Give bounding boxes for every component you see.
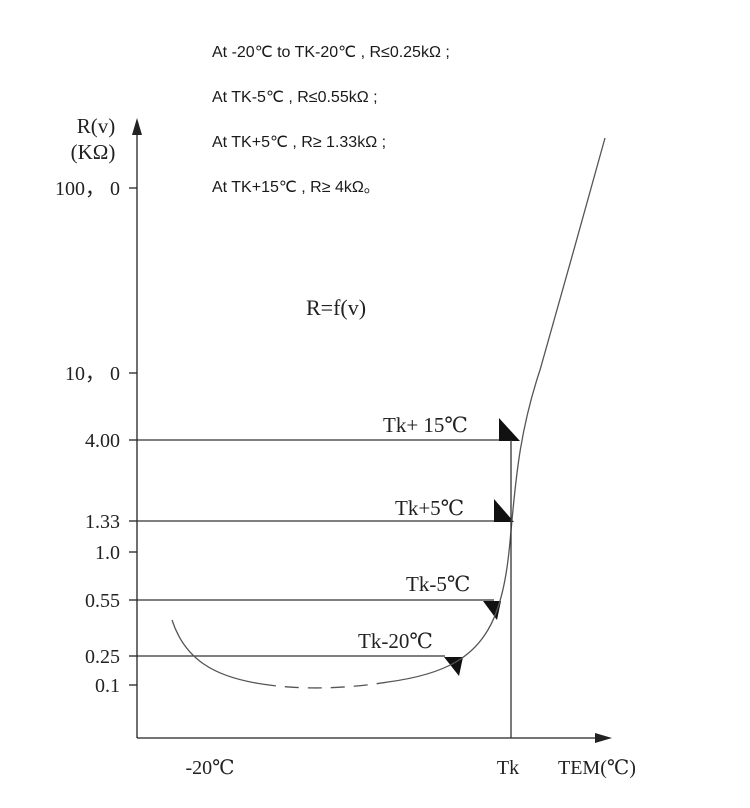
x-tick-label: Tk: [497, 757, 519, 779]
marker-label: Tk+5℃: [395, 496, 464, 520]
condition-notes: At -20℃ to TK-20℃ , R≤0.25kΩ ; At TK-5℃ …: [212, 40, 632, 220]
marker-label: Tk-20℃: [358, 629, 433, 653]
marker-label: Tk+ 15℃: [383, 413, 468, 437]
marker-triangle: [499, 418, 520, 441]
y-tick-label: 10， 0: [65, 363, 120, 385]
x-axis-arrow: [595, 733, 612, 743]
condition-note-2: At TK-5℃ , R≤0.55kΩ ;: [212, 89, 378, 106]
marker-triangle: [483, 601, 501, 620]
y-tick-label: 1.0: [95, 542, 120, 564]
marker-triangle: [494, 499, 514, 522]
y-tick-label: 4.00: [85, 430, 120, 452]
curve-right-rising: [387, 137, 606, 683]
curve-bottom-dashed: [261, 681, 389, 689]
chart-title: R=f(v): [306, 295, 366, 320]
x-tick-label: -20℃: [185, 757, 234, 779]
condition-note-3: At TK+5℃ , R≥ 1.33kΩ ;: [212, 134, 387, 151]
x-axis-label: TEM(℃): [558, 757, 636, 779]
y-tick-label: 0.55: [85, 590, 120, 612]
y-ticks: 100， 0 10， 0 4.00 1.33 1.0 0.55 0.25 0.1: [55, 178, 137, 697]
reference-lines: Tk+ 15℃ Tk+5℃ Tk-5℃ Tk-20℃: [137, 413, 520, 676]
marker-triangle: [444, 657, 463, 676]
y-tick-label: 0.25: [85, 646, 120, 668]
y-axis-label-line1: R(v): [77, 114, 116, 138]
condition-note-4: At TK+15℃ , R≥ 4kΩ。: [212, 179, 380, 196]
curve-left-solid: [171, 619, 263, 685]
marker-label: Tk-5℃: [406, 572, 470, 596]
y-tick-label: 0.1: [95, 675, 120, 697]
y-axis-arrow: [132, 118, 142, 135]
y-tick-label: 100， 0: [55, 178, 120, 200]
x-ticks: -20℃ Tk: [185, 757, 519, 779]
y-tick-label: 1.33: [85, 511, 120, 533]
y-axis-label-line2: (KΩ): [71, 140, 116, 164]
condition-note-1: At -20℃ to TK-20℃ , R≤0.25kΩ ;: [212, 44, 450, 61]
